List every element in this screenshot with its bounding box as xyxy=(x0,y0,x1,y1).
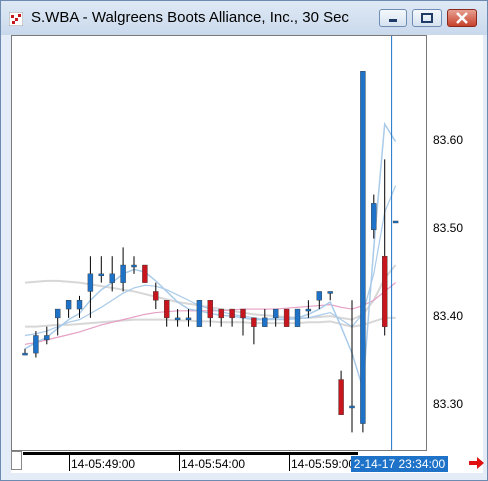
candle-up xyxy=(294,308,301,327)
candle-up xyxy=(262,317,268,327)
x-tick-label: 14-05:54:00 xyxy=(181,457,246,471)
restore-icon xyxy=(389,19,397,22)
candle-up xyxy=(65,300,72,310)
candle-up xyxy=(392,220,399,224)
app-icon xyxy=(9,12,23,26)
candle-down xyxy=(218,308,224,319)
candle-up xyxy=(44,335,50,341)
candle-up xyxy=(120,264,126,283)
candle-down xyxy=(382,256,388,327)
candle-down xyxy=(251,317,257,327)
time-axis[interactable]: 14-05:49:00 14-05:54:00 14-05:59:00 2-14… xyxy=(11,451,485,473)
close-icon xyxy=(456,12,468,24)
candle-down xyxy=(153,291,159,301)
cursor-time-label: 2-14-17 23:34:00 xyxy=(351,456,448,472)
plot-area[interactable] xyxy=(11,35,427,451)
candle-up xyxy=(360,71,366,424)
candle-up xyxy=(76,300,83,310)
x-tick-label: 14-05:59:00 xyxy=(291,457,356,471)
candle-down xyxy=(283,308,290,327)
window-title: S.WBA - Walgreens Boots Alliance, Inc., … xyxy=(31,9,349,26)
x-tick xyxy=(289,452,290,471)
candle-up xyxy=(87,273,94,292)
scroll-box[interactable] xyxy=(11,451,22,470)
candlestick-chart xyxy=(22,36,399,450)
x-tick xyxy=(179,452,180,471)
candle-down xyxy=(207,300,214,319)
price-axis[interactable]: 83.60 83.50 83.40 83.30 xyxy=(427,35,483,451)
minimize-button[interactable] xyxy=(379,9,407,27)
x-tick-label: 14-05:49:00 xyxy=(71,457,136,471)
time-scroll-bar[interactable] xyxy=(23,452,358,455)
candle-up xyxy=(185,317,192,321)
title-bar[interactable]: S.WBA - Walgreens Boots Alliance, Inc., … xyxy=(1,1,487,35)
y-tick-label: 83.60 xyxy=(433,132,464,147)
candle-up xyxy=(131,264,137,268)
candle-up xyxy=(196,300,203,327)
y-tick-label: 83.40 xyxy=(433,308,464,323)
y-tick-label: 83.50 xyxy=(433,220,464,235)
maximize-icon xyxy=(421,13,433,23)
candle-down xyxy=(163,300,170,319)
candle-up xyxy=(316,291,322,301)
candle-up xyxy=(55,308,61,319)
candle-up xyxy=(109,273,115,283)
x-tick xyxy=(69,452,70,471)
y-tick-label: 83.30 xyxy=(433,396,464,411)
candle-up xyxy=(22,352,28,356)
candle-up xyxy=(349,405,355,409)
candle-up xyxy=(327,291,333,294)
scroll-right-arrow-icon[interactable] xyxy=(469,456,485,470)
candle-up xyxy=(174,317,181,321)
candle-down xyxy=(229,308,235,319)
candle-up xyxy=(98,273,105,277)
close-button[interactable] xyxy=(447,9,477,27)
maximize-button[interactable] xyxy=(412,9,442,27)
candle-down xyxy=(240,308,246,319)
candle-down xyxy=(338,379,344,415)
ma-fast-line xyxy=(24,121,397,389)
candle-up xyxy=(33,335,39,354)
candle-up xyxy=(371,203,377,230)
candle-down xyxy=(142,264,148,283)
candle-up xyxy=(273,308,279,319)
candle-up xyxy=(305,308,312,312)
